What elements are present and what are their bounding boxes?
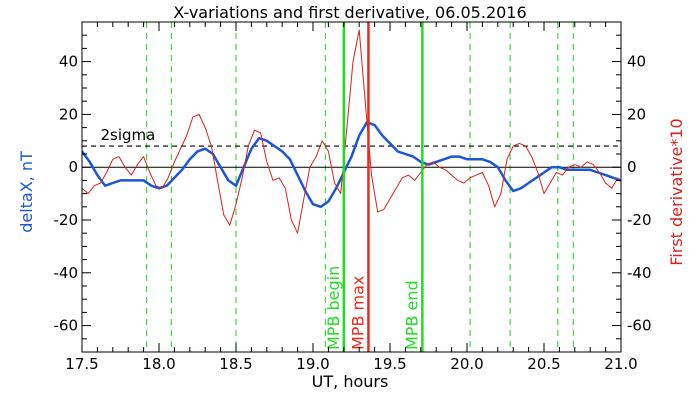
y-tick-label-left--60: -60 xyxy=(54,317,79,335)
threshold-label: 2sigma xyxy=(100,126,155,144)
plot-frame xyxy=(81,21,622,353)
y-tick-label-left--40: -40 xyxy=(54,264,79,282)
y-tick-label-left--20: -20 xyxy=(54,211,79,229)
marker-label-mpb-begin: MPB begin xyxy=(324,266,343,350)
right-y-axis-label: First derivative*10 xyxy=(667,118,686,265)
series-line-deltaX xyxy=(82,121,621,209)
y-tick-label-right--60: -60 xyxy=(627,317,652,335)
x-tick-label-20.5: 20.5 xyxy=(527,355,560,373)
marker-label-mpb-max: MPB max xyxy=(348,276,367,350)
marker-label-mpb-end: MPB end xyxy=(402,280,421,350)
x-tick-label-18.5: 18.5 xyxy=(219,355,252,373)
y-tick-label-right--40: -40 xyxy=(627,264,652,282)
x-tick-label-19.5: 19.5 xyxy=(373,355,406,373)
axes: 17.5 18.0 18.5 19.0 19.5 20.0 20.5 21.0 -60 -60 -4… xyxy=(54,21,652,373)
y-tick-label-left-20: 20 xyxy=(59,105,78,123)
y-tick-label-right-0: 0 xyxy=(627,158,637,176)
x-tick-label-21.0: 21.0 xyxy=(604,355,637,373)
x-tick-label-19.0: 19.0 xyxy=(296,355,329,373)
y-tick-label-left-0: 0 xyxy=(68,158,78,176)
series-line-derivative xyxy=(82,29,619,234)
left-y-axis-label: deltaX, nT xyxy=(17,151,36,233)
y-tick-label-right-20: 20 xyxy=(627,105,646,123)
x-axis-label: UT, hours xyxy=(312,372,389,391)
chart-title: X-variations and first derivative, 06.05… xyxy=(173,3,526,22)
y-tick-label-left-40: 40 xyxy=(59,53,78,71)
y-tick-label-right--20: -20 xyxy=(627,211,652,229)
plot-area: 2sigma MPB begin MPB max MPB end xyxy=(82,22,621,352)
y-tick-label-right-40: 40 xyxy=(627,53,646,71)
x-tick-label-18.0: 18.0 xyxy=(142,355,175,373)
x-tick-label-20.0: 20.0 xyxy=(450,355,483,373)
x-tick-label-17.5: 17.5 xyxy=(65,355,98,373)
